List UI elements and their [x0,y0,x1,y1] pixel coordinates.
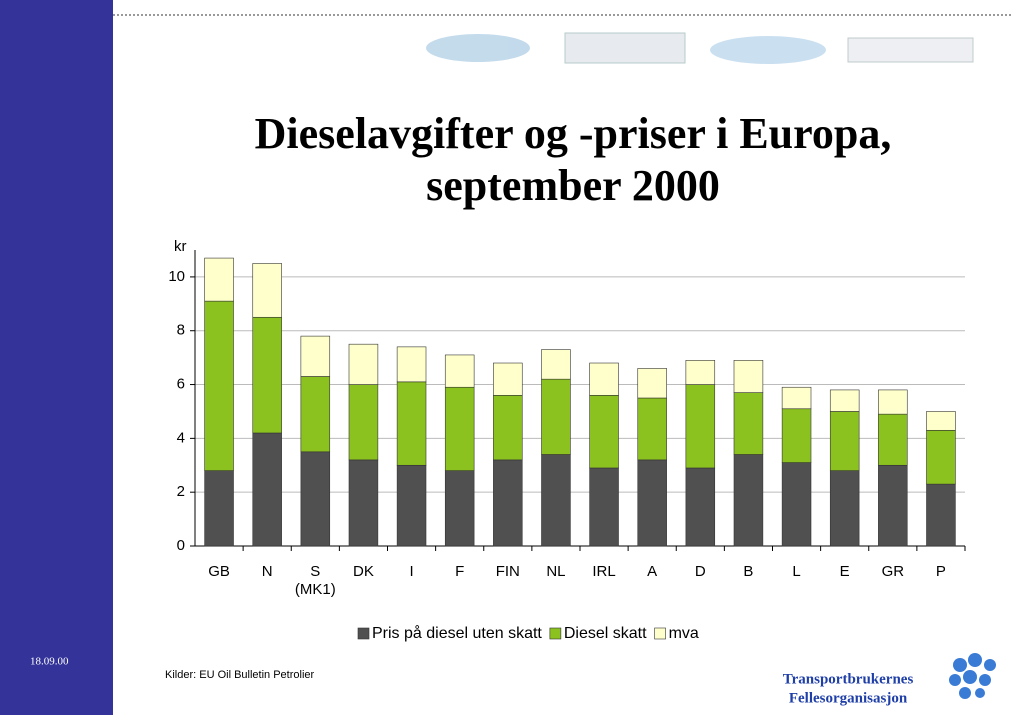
bar-segment [301,376,330,451]
legend-swatch [655,628,666,639]
legend-swatch [550,628,561,639]
x-tick-label: F [455,563,464,580]
bar-segment [542,455,571,546]
x-tick-label: DK [353,563,374,580]
y-axis-label: kr [174,238,187,255]
y-tick-label: 10 [168,268,185,285]
bar-segment [349,344,378,384]
legend-label: mva [669,625,699,642]
x-tick-label: FIN [496,563,520,580]
bar-segment [830,411,859,470]
y-tick-label: 6 [177,376,185,393]
x-tick-label: L [792,563,800,580]
slide-date: 18.09.00 [30,656,69,668]
transport-images [426,33,973,64]
bar-segment [253,263,282,317]
x-tick-label: D [695,563,706,580]
bar-segment [638,460,667,546]
side-band [0,0,113,715]
y-tick-label: 2 [177,483,185,500]
bar-segment [782,387,811,409]
bar-segment [493,460,522,546]
x-tick-label: GB [208,563,230,580]
bar-segment [301,336,330,376]
bar-segment [590,468,619,546]
bar-segment [782,463,811,546]
bar-segment [397,347,426,382]
bar-segment [205,301,234,471]
y-tick-label: 4 [177,429,185,446]
organization: Transportbrukernes [783,671,914,687]
bar-segment [542,350,571,380]
y-tick-label: 0 [177,537,185,554]
legend-label: Diesel skatt [564,625,647,642]
bar-segment [397,465,426,546]
chart-title: Dieselavgifter og -priser i Europa, [255,109,892,158]
bar-segment [686,385,715,468]
bar-segment [638,398,667,460]
x-tick-label: E [840,563,850,580]
bar-segment [349,460,378,546]
x-tick-label: P [936,563,946,580]
bar-segment [397,382,426,465]
bar-segment [590,395,619,468]
x-tick-label: I [409,563,413,580]
bar-segment [349,385,378,460]
bar-segment [830,471,859,546]
logo [949,653,996,699]
bar-segment [301,452,330,546]
x-tick-label: NL [546,563,565,580]
bar-segment [638,368,667,398]
bar-segment [445,355,474,387]
bar-segment [734,393,763,455]
bar-segment [205,258,234,301]
bar-segment [542,379,571,454]
bar-segment [493,395,522,460]
x-tick-label: S(MK1) [295,563,336,598]
bar-segment [927,430,956,484]
bar-segment [590,363,619,395]
legend-label: Pris på diesel uten skatt [372,624,542,642]
bar-segment [205,471,234,546]
bar-segment [253,433,282,546]
bar-segment [253,317,282,433]
bar-segment [445,471,474,546]
bar-segment [830,390,859,412]
slide: Dieselavgifter og -priser i Europa, sept… [0,0,1013,715]
legend-swatch [358,628,369,639]
x-tick-label: IRL [592,563,615,580]
bar-segment [686,360,715,384]
bar-segment [493,363,522,395]
source-note: Kilder: EU Oil Bulletin Petrolier [165,669,315,681]
bar-segment [927,411,956,430]
x-tick-label: B [743,563,753,580]
bar-segment [927,484,956,546]
chart-title: september 2000 [426,161,720,210]
bar-segment [878,465,907,546]
x-tick-label: N [262,563,273,580]
bar-segment [878,414,907,465]
bar-segment [878,390,907,414]
bar-segment [686,468,715,546]
bar-segment [734,360,763,392]
organization: Fellesorganisasjon [789,690,908,706]
bar-segment [782,409,811,463]
bar-segment [445,387,474,470]
x-tick-label: A [647,563,657,580]
x-tick-label: GR [882,563,905,580]
bar-segment [734,455,763,546]
y-tick-label: 8 [177,322,185,339]
